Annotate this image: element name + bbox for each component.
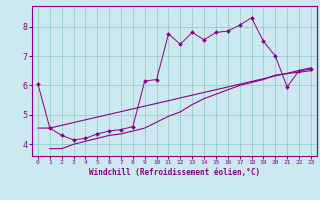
X-axis label: Windchill (Refroidissement éolien,°C): Windchill (Refroidissement éolien,°C) [89,168,260,177]
